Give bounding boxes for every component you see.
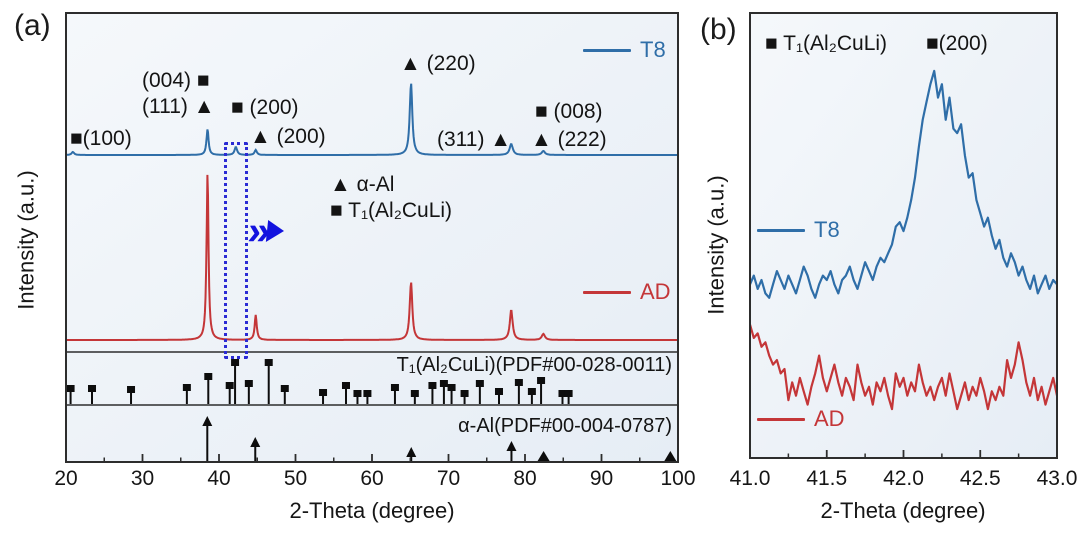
x-tick-label-b: 41.0 bbox=[729, 467, 771, 490]
peak-annotation-a: ■(100) bbox=[70, 127, 132, 150]
pdf-reference-label: α-Al(PDF#00-004-0787) bbox=[458, 415, 672, 437]
x-tick-label-a: 40 bbox=[207, 467, 231, 490]
peak-annotation-b: ■ T₁(Al₂CuLi) bbox=[765, 32, 888, 55]
peak-annotation-a: ■ (008) bbox=[535, 100, 603, 123]
legend-a-t8-label: T8 bbox=[640, 37, 666, 62]
peak-annotation-a: ▲ (220) bbox=[400, 52, 476, 75]
ad-legend-line bbox=[583, 290, 631, 294]
legend-b-ad-label: AD bbox=[814, 406, 845, 431]
alal-reference-sticks bbox=[202, 416, 677, 461]
panel-b-ylabel: Intensity (a.u.) bbox=[703, 175, 729, 315]
chevron-glyphs: » bbox=[245, 209, 269, 253]
peak-annotation-a: (004) ■ bbox=[142, 69, 210, 92]
peak-annotation-a: ■ T₁(Al₂CuLi) bbox=[330, 199, 453, 222]
x-tick-label-b: 42.0 bbox=[883, 467, 924, 490]
x-tick-label-b: 42.5 bbox=[959, 467, 1001, 490]
legend-b-t8: T8 bbox=[757, 217, 840, 243]
legend-b-t8-label: T8 bbox=[814, 217, 840, 242]
panel-b-xlabel: 2-Theta (degree) bbox=[820, 498, 986, 523]
ad-xrd-curve-b bbox=[751, 324, 1056, 411]
x-tick-label-b: 43.0 bbox=[1036, 467, 1078, 490]
x-tick-label-a: 80 bbox=[513, 467, 537, 490]
peak-annotation-a: ■ (200) bbox=[231, 96, 299, 119]
t8-xrd-curve-a bbox=[65, 83, 678, 156]
t8-legend-line-b bbox=[757, 228, 805, 232]
ad-legend-line-b bbox=[757, 417, 805, 421]
pdf-reference-label: T₁(Al₂CuLi)(PDF#00-028-0011) bbox=[396, 354, 672, 376]
legend-a-ad: AD bbox=[583, 279, 671, 305]
legend-a-t8: T8 bbox=[583, 37, 666, 63]
t8-legend-line bbox=[583, 48, 631, 52]
legend-b-ad: AD bbox=[757, 406, 845, 432]
x-tick-label-a: 50 bbox=[283, 467, 308, 490]
x-tick-label-b: 41.5 bbox=[806, 467, 848, 490]
zoom-arrow-icon: » bbox=[245, 209, 286, 253]
panel-b-label: (b) bbox=[700, 13, 737, 46]
t8-xrd-curve-b bbox=[751, 69, 1056, 299]
peak-annotation-a: ▲ (200) bbox=[250, 125, 326, 148]
panel-a-axis-ticks bbox=[65, 454, 679, 462]
panel-a-ylabel: Intensity (a.u.) bbox=[13, 170, 39, 310]
peak-annotation-b: ■(200) bbox=[926, 32, 988, 55]
ad-xrd-curve-a bbox=[66, 174, 678, 341]
x-tick-label-a: 20 bbox=[54, 467, 78, 490]
legend-a-ad-label: AD bbox=[640, 279, 671, 304]
x-tick-label-a: 90 bbox=[589, 467, 614, 490]
x-tick-label-a: 60 bbox=[360, 467, 384, 490]
panel-a-label: (a) bbox=[14, 9, 51, 42]
peak-annotation-a: (111) ▲ bbox=[142, 95, 215, 118]
peak-annotation-a: ▲ (222) bbox=[531, 128, 607, 151]
peak-annotation-a: ▲ α-Al bbox=[330, 173, 395, 196]
zoom-region-box bbox=[224, 142, 248, 359]
x-tick-label-a: 100 bbox=[660, 467, 696, 490]
arrowhead-triangle bbox=[266, 220, 286, 242]
panel-a-plot-area bbox=[66, 13, 678, 462]
x-tick-label-a: 70 bbox=[436, 467, 461, 490]
panel-a-xlabel: 2-Theta (degree) bbox=[289, 498, 455, 523]
panel-b-axis-ticks bbox=[749, 450, 1058, 458]
panel-b-curves bbox=[751, 69, 1056, 411]
peak-annotation-a: (311) ▲ bbox=[437, 128, 512, 151]
x-tick-label-a: 30 bbox=[130, 467, 155, 490]
t1-reference-sticks bbox=[66, 359, 573, 404]
